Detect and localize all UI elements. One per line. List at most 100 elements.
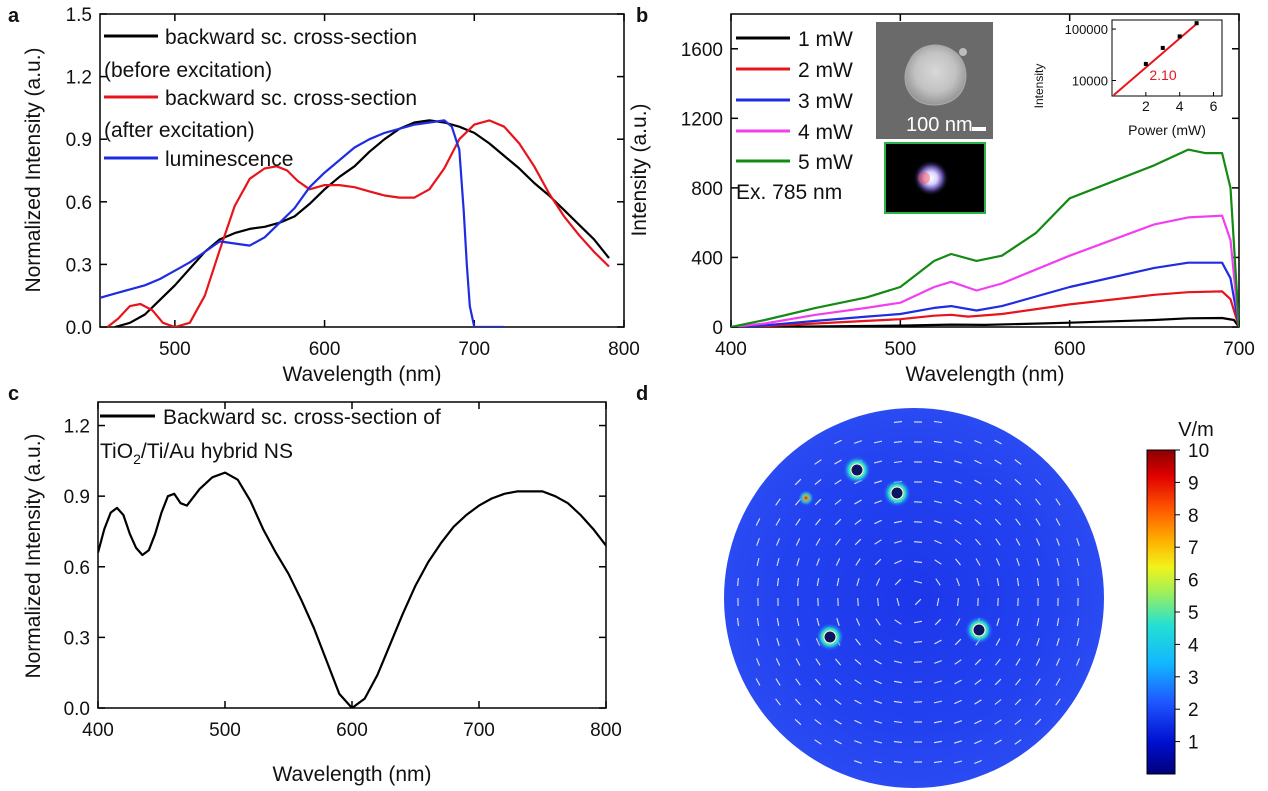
field-arrow: [1055, 658, 1061, 666]
field-arrow: [1057, 577, 1059, 587]
inset-x-tick-label: 2: [1142, 98, 1150, 114]
field-arrow: [755, 658, 761, 666]
field-arrow: [814, 498, 822, 506]
field-arrow: [894, 640, 902, 644]
colorbar-tick-label: 9: [1188, 473, 1199, 494]
y-tick-label: 1.2: [66, 68, 92, 89]
panel-c-legend: Backward sc. cross-section of TiO2/Ti/Au…: [100, 406, 441, 467]
panel-a-frame: [99, 13, 625, 328]
x-tick-label: 600: [309, 339, 341, 360]
field-arrow: [894, 559, 902, 565]
field-arrow: [933, 440, 943, 444]
field-arrow: [796, 617, 800, 627]
field-arrow: [1056, 638, 1060, 646]
field-arrow: [893, 761, 903, 763]
panel-c-series: [98, 471, 606, 708]
field-arrow: [1016, 617, 1020, 627]
field-arrow: [874, 558, 882, 566]
field-arrow: [834, 459, 842, 465]
field-arrow: [974, 538, 982, 546]
panel-b-series: [731, 148, 1239, 327]
y-tick-label: 0.0: [66, 318, 92, 339]
legend-c-line1: Backward sc. cross-section of: [163, 406, 441, 429]
x-tick-label: 500: [209, 720, 241, 741]
field-arrow: [736, 617, 740, 627]
inset-data-point: [1160, 45, 1165, 50]
field-arrow: [856, 578, 860, 586]
field-arrow: [1014, 498, 1022, 506]
x-tick-label: 500: [884, 339, 916, 360]
legend-b-label-1: 2 mW: [798, 59, 853, 82]
y-tick-label: 0.9: [66, 130, 92, 151]
colorbar-tick-label: 8: [1188, 506, 1199, 527]
field-arrow: [974, 499, 982, 505]
hotspot-4-core: [972, 623, 986, 637]
field-arrow: [1077, 577, 1079, 587]
y-tick-label: 1600: [681, 40, 723, 61]
field-arrow: [893, 720, 903, 724]
x-tick-label: 800: [608, 339, 640, 360]
power-inset-marks: [1113, 21, 1199, 96]
field-arrow: [873, 460, 883, 464]
field-arrow: [974, 719, 982, 725]
field-arrow: [1015, 678, 1021, 686]
legend-b-note: Ex. 785 nm: [736, 181, 842, 204]
field-arrow: [877, 597, 879, 607]
field-arrow: [994, 739, 1002, 745]
field-arrow: [796, 558, 800, 566]
field-arrow: [976, 577, 980, 587]
inset-x-tick-label: 4: [1176, 98, 1184, 114]
field-arrow: [794, 478, 802, 486]
field-arrow: [875, 618, 881, 626]
colorbar-tick-label: 10: [1188, 441, 1209, 462]
field-arrow: [776, 638, 780, 646]
field-arrow: [756, 538, 760, 546]
field-arrow: [775, 658, 781, 666]
field-arrow: [913, 580, 923, 584]
field-arrow: [994, 459, 1002, 465]
field-arrow: [855, 558, 861, 566]
field-arrow: [874, 539, 882, 545]
field-arrow: [936, 598, 940, 606]
colorbar-tick-label: 3: [1188, 668, 1199, 689]
panel-c-xlabel: Wavelength (nm): [272, 763, 431, 786]
field-arrow: [874, 720, 882, 724]
field-arrow: [1034, 478, 1042, 486]
field-arrow: [1015, 538, 1021, 546]
colorbar-tick-label: 2: [1188, 700, 1199, 721]
field-arrow: [814, 739, 822, 745]
panel-b-letter: b: [636, 5, 648, 27]
colorbar-tick-label: 4: [1188, 635, 1199, 656]
legend-a-label-1a: backward sc. cross-section: [165, 87, 417, 110]
field-arrow: [755, 678, 761, 686]
field-arrow: [1036, 617, 1040, 627]
field-arrow: [776, 577, 780, 587]
field-arrow: [934, 639, 942, 645]
field-arrow: [834, 678, 842, 686]
field-arrow: [854, 679, 862, 685]
field-arrow: [974, 518, 982, 526]
field-arrow: [1055, 698, 1061, 706]
panel-b-ylabel: Intensity (a.u.): [628, 103, 651, 236]
inset-fit-line: [1113, 21, 1199, 96]
field-arrow: [874, 519, 882, 525]
field-arrow: [854, 519, 862, 525]
y-tick-label: 0: [712, 318, 723, 339]
field-arrow: [874, 639, 882, 645]
field-arrow: [994, 678, 1002, 686]
x-tick-label: 600: [1054, 339, 1086, 360]
panel-a-letter: a: [8, 5, 20, 27]
field-arrow: [995, 538, 1001, 546]
field-arrow: [835, 538, 841, 546]
hotspot-1-core: [850, 463, 864, 477]
field-arrow: [893, 700, 903, 704]
field-arrow: [873, 440, 883, 444]
field-arrow: [1076, 617, 1080, 627]
legend-c-tio: TiO: [100, 440, 133, 463]
panel-d-letter: d: [636, 383, 648, 405]
field-arrow: [1014, 739, 1022, 745]
field-arrow: [933, 420, 943, 424]
field-arrow: [1056, 557, 1060, 567]
field-arrow: [934, 539, 942, 545]
